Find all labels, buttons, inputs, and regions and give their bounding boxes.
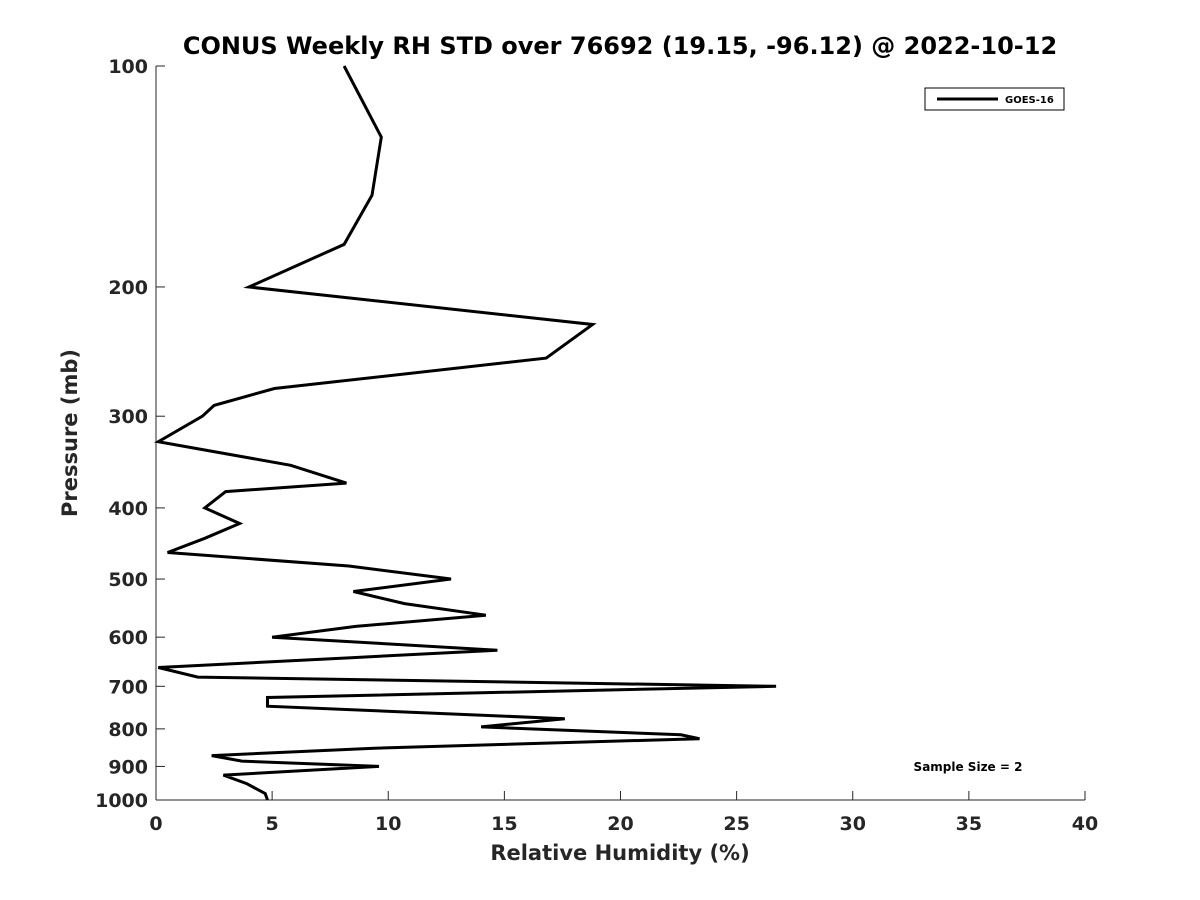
y-tick-label: 400 <box>108 498 148 520</box>
legend: GOES-16 <box>924 87 1065 111</box>
y-tick-label: 900 <box>108 756 148 778</box>
y-tick-label: 800 <box>108 719 148 741</box>
x-tick-label: 30 <box>840 813 866 835</box>
y-tick-label: 600 <box>108 627 148 649</box>
plot-area <box>153 65 1085 801</box>
x-axis: 0 5 10 15 20 25 30 35 40 <box>149 791 1098 835</box>
x-tick-label: 10 <box>375 813 401 835</box>
y-tick-label: 700 <box>108 676 148 698</box>
x-tick-label: 25 <box>723 813 749 835</box>
x-axis-label: Relative Humidity (%) <box>490 841 749 865</box>
x-tick-label: 35 <box>956 813 982 835</box>
y-tick-label: 200 <box>108 277 148 299</box>
series-line-goes-16 <box>153 65 777 801</box>
x-tick-label: 20 <box>607 813 633 835</box>
y-tick-label: 300 <box>108 406 148 428</box>
x-tick-label: 5 <box>266 813 279 835</box>
y-tick-label: 100 <box>108 56 148 78</box>
y-tick-label: 500 <box>108 569 148 591</box>
sample-size-annotation: Sample Size = 2 <box>914 760 1023 774</box>
y-tick-label: 1000 <box>95 790 148 812</box>
legend-label-goes16: GOES-16 <box>1005 95 1054 106</box>
chart-title: CONUS Weekly RH STD over 76692 (19.15, -… <box>183 32 1057 60</box>
y-axis: 100 200 300 400 500 600 700 800 900 1000 <box>95 56 165 812</box>
y-axis-label: Pressure (mb) <box>58 349 82 517</box>
x-tick-label: 40 <box>1072 813 1098 835</box>
x-tick-label: 0 <box>149 813 162 835</box>
x-tick-label: 15 <box>491 813 517 835</box>
